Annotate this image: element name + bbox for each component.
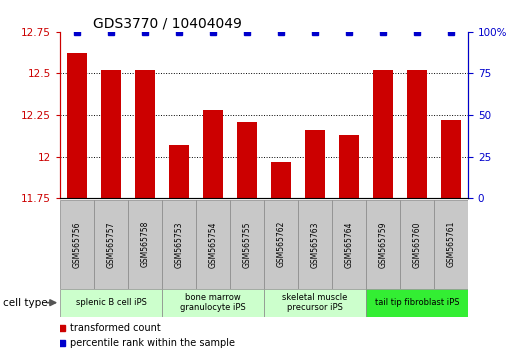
- Text: GDS3770 / 10404049: GDS3770 / 10404049: [93, 17, 242, 31]
- Text: GSM565758: GSM565758: [141, 221, 150, 268]
- Bar: [298, 200, 332, 289]
- Bar: [60, 200, 94, 289]
- Text: GSM565753: GSM565753: [175, 221, 184, 268]
- Bar: [264, 289, 366, 317]
- Bar: [101, 70, 121, 198]
- Bar: [305, 130, 325, 198]
- Bar: [230, 200, 264, 289]
- Text: splenic B cell iPS: splenic B cell iPS: [76, 298, 146, 307]
- Bar: [162, 200, 196, 289]
- Text: bone marrow
granulocyte iPS: bone marrow granulocyte iPS: [180, 293, 246, 312]
- Bar: [264, 200, 298, 289]
- Text: GSM565763: GSM565763: [311, 221, 320, 268]
- Bar: [135, 70, 155, 198]
- Bar: [400, 200, 434, 289]
- Text: GSM565757: GSM565757: [107, 221, 116, 268]
- Text: GSM565761: GSM565761: [447, 221, 456, 268]
- Text: GSM565755: GSM565755: [243, 221, 252, 268]
- Bar: [366, 289, 468, 317]
- Bar: [271, 162, 291, 198]
- Text: transformed count: transformed count: [70, 322, 161, 332]
- Bar: [332, 200, 366, 289]
- Bar: [196, 200, 230, 289]
- Bar: [339, 135, 359, 198]
- Text: GSM565759: GSM565759: [379, 221, 388, 268]
- Text: tail tip fibroblast iPS: tail tip fibroblast iPS: [375, 298, 459, 307]
- Text: GSM565754: GSM565754: [209, 221, 218, 268]
- Bar: [128, 200, 162, 289]
- Bar: [366, 200, 400, 289]
- Text: skeletal muscle
precursor iPS: skeletal muscle precursor iPS: [282, 293, 348, 312]
- Bar: [94, 200, 128, 289]
- Bar: [60, 289, 162, 317]
- Bar: [67, 53, 87, 198]
- Bar: [441, 120, 461, 198]
- Bar: [407, 70, 427, 198]
- Text: cell type: cell type: [3, 298, 47, 308]
- Bar: [237, 122, 257, 198]
- Text: GSM565756: GSM565756: [73, 221, 82, 268]
- Text: GSM565764: GSM565764: [345, 221, 354, 268]
- Text: percentile rank within the sample: percentile rank within the sample: [70, 338, 235, 348]
- Bar: [203, 110, 223, 198]
- Text: GSM565760: GSM565760: [413, 221, 422, 268]
- Bar: [434, 200, 468, 289]
- Bar: [169, 145, 189, 198]
- Text: GSM565762: GSM565762: [277, 221, 286, 268]
- Bar: [162, 289, 264, 317]
- Bar: [373, 70, 393, 198]
